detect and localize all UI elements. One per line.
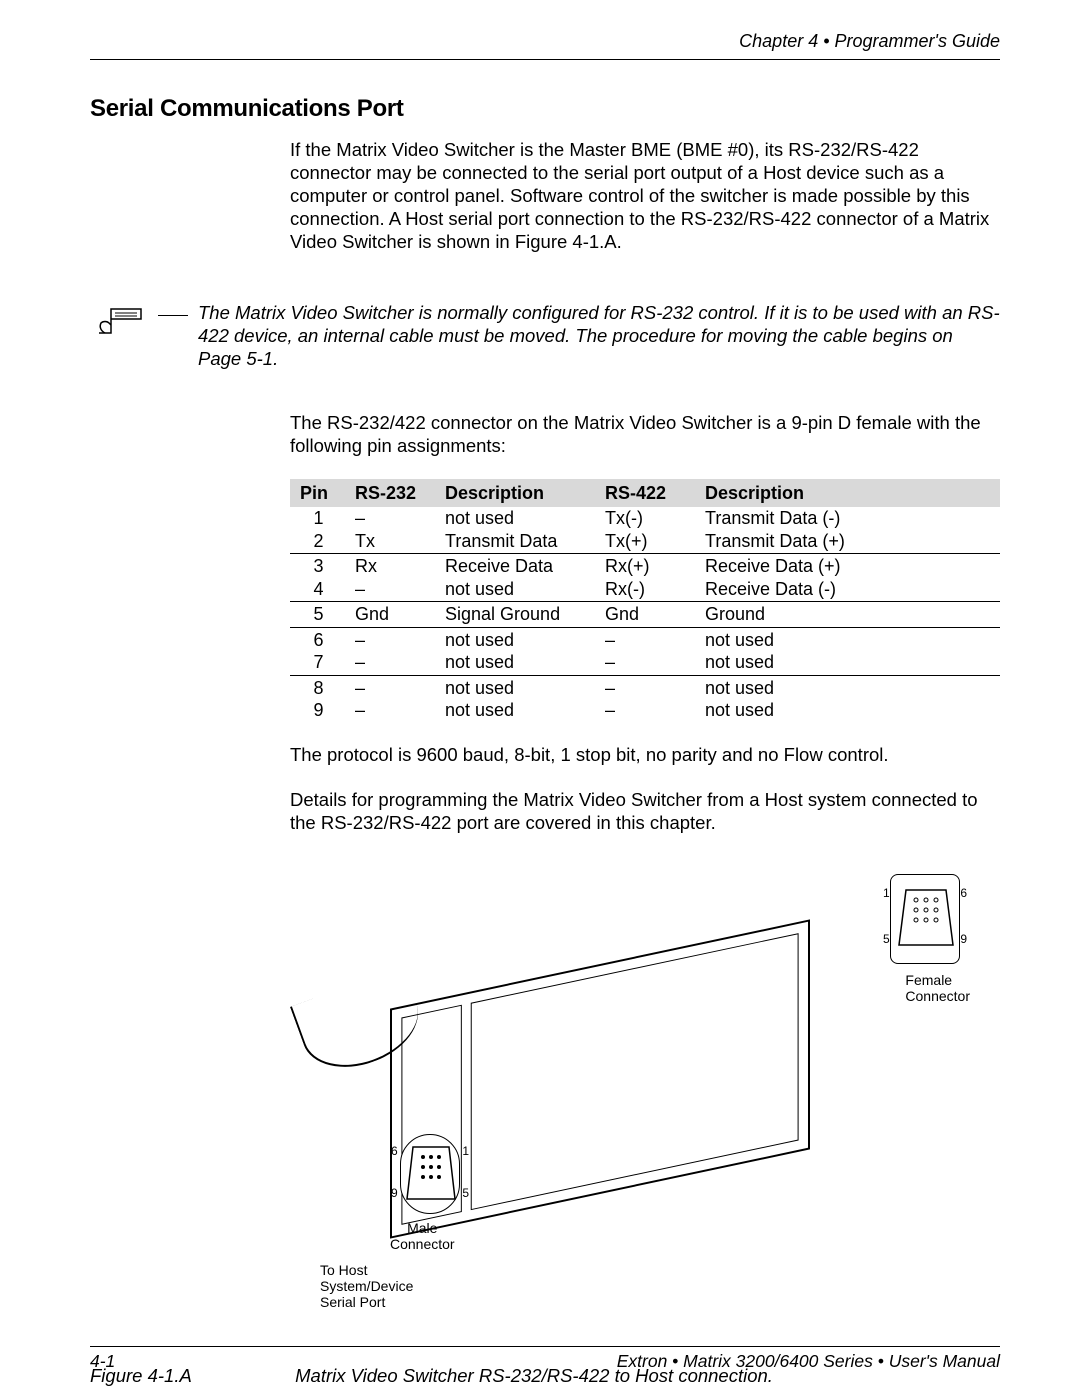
cell-desc1: not used: [435, 627, 595, 651]
table-row: 3RxReceive DataRx(+)Receive Data (+): [290, 554, 1000, 578]
female-connector-label: Female Connector: [905, 972, 970, 1004]
cell-desc1: Receive Data: [435, 554, 595, 578]
cell-rs422: –: [595, 651, 695, 675]
note-hand-icon: [90, 301, 152, 339]
cell-pin: 3: [290, 554, 345, 578]
cell-desc1: not used: [435, 578, 595, 602]
db9m-pin5: 5: [462, 1187, 469, 1201]
cell-rs232: –: [345, 699, 435, 723]
table-row: 2TxTransmit DataTx(+)Transmit Data (+): [290, 530, 1000, 554]
cell-pin: 6: [290, 627, 345, 651]
cell-desc2: not used: [695, 675, 1000, 699]
male-connector-label: Male Connector: [390, 1220, 455, 1252]
note-leader-line: [158, 315, 188, 316]
db9-female-inset: 1 6 5 9: [890, 874, 960, 964]
cell-desc1: not used: [435, 651, 595, 675]
cell-pin: 9: [290, 699, 345, 723]
cell-rs232: Gnd: [345, 602, 435, 628]
cell-rs232: –: [345, 627, 435, 651]
cell-desc2: Transmit Data (-): [695, 507, 1000, 530]
cell-rs232: Rx: [345, 554, 435, 578]
cell-rs232: Tx: [345, 530, 435, 554]
cell-desc1: not used: [435, 675, 595, 699]
pin-assignment-table: Pin RS-232 Description RS-422 Descriptio…: [290, 479, 1000, 723]
cell-desc1: not used: [435, 699, 595, 723]
table-row: 1–not usedTx(-)Transmit Data (-): [290, 507, 1000, 530]
cell-desc2: not used: [695, 627, 1000, 651]
cell-rs232: –: [345, 578, 435, 602]
to-host-label: To Host System/Device Serial Port: [320, 1262, 413, 1310]
cell-desc2: not used: [695, 651, 1000, 675]
cell-desc2: Transmit Data (+): [695, 530, 1000, 554]
cell-pin: 2: [290, 530, 345, 554]
cell-rs422: –: [595, 675, 695, 699]
cell-desc1: Transmit Data: [435, 530, 595, 554]
table-row: 6–not used–not used: [290, 627, 1000, 651]
intro-paragraph: If the Matrix Video Switcher is the Mast…: [290, 138, 1000, 254]
cell-rs232: –: [345, 651, 435, 675]
db9f-pin6: 6: [960, 887, 967, 901]
footer-rule: [90, 1346, 1000, 1347]
db9m-pin1: 1: [462, 1145, 469, 1159]
cell-desc2: not used: [695, 699, 1000, 723]
cell-rs232: –: [345, 507, 435, 530]
cell-desc2: Ground: [695, 602, 1000, 628]
note-block: The Matrix Video Switcher is normally co…: [90, 301, 1000, 370]
table-row: 8–not used–not used: [290, 675, 1000, 699]
db9f-pin5: 5: [883, 933, 890, 947]
col-header-desc1: Description: [435, 479, 595, 508]
table-row: 7–not used–not used: [290, 651, 1000, 675]
cell-desc2: Receive Data (-): [695, 578, 1000, 602]
db9m-pin6: 6: [391, 1145, 398, 1159]
cell-desc1: not used: [435, 507, 595, 530]
running-header: Chapter 4 • Programmer's Guide: [90, 30, 1000, 53]
cell-rs422: –: [595, 627, 695, 651]
table-header-row: Pin RS-232 Description RS-422 Descriptio…: [290, 479, 1000, 508]
page-number: 4-1: [90, 1351, 115, 1373]
cell-rs422: Rx(-): [595, 578, 695, 602]
manual-title: Extron • Matrix 3200/6400 Series • User'…: [617, 1351, 1000, 1373]
cell-rs422: –: [595, 699, 695, 723]
cell-pin: 1: [290, 507, 345, 530]
col-header-rs232: RS-232: [345, 479, 435, 508]
cell-rs422: Tx(-): [595, 507, 695, 530]
db9-male-inset: 6 1 9 5: [400, 1134, 460, 1214]
table-row: 4–not usedRx(-)Receive Data (-): [290, 578, 1000, 602]
cell-desc1: Signal Ground: [435, 602, 595, 628]
db9f-pin9: 9: [960, 933, 967, 947]
details-paragraph: Details for programming the Matrix Video…: [290, 788, 1000, 834]
figure-illustration: 1 6 5 9 Female Connector 6 1 9 5 Male Co…: [330, 904, 890, 1264]
cell-pin: 5: [290, 602, 345, 628]
pin-intro-paragraph: The RS-232/422 connector on the Matrix V…: [290, 411, 1000, 457]
cell-pin: 7: [290, 651, 345, 675]
cell-desc2: Receive Data (+): [695, 554, 1000, 578]
cell-rs422: Gnd: [595, 602, 695, 628]
cell-rs422: Tx(+): [595, 530, 695, 554]
db9f-pin1: 1: [883, 887, 890, 901]
note-text: The Matrix Video Switcher is normally co…: [198, 301, 1000, 370]
figure-4-1-a: 1 6 5 9 Female Connector 6 1 9 5 Male Co…: [290, 904, 1000, 1354]
cell-rs232: –: [345, 675, 435, 699]
header-rule: [90, 59, 1000, 60]
db9m-pin9: 9: [391, 1187, 398, 1201]
section-title: Serial Communications Port: [90, 94, 1000, 124]
col-header-pin: Pin: [290, 479, 345, 508]
col-header-desc2: Description: [695, 479, 1000, 508]
col-header-rs422: RS-422: [595, 479, 695, 508]
table-row: 9–not used–not used: [290, 699, 1000, 723]
cell-pin: 4: [290, 578, 345, 602]
protocol-paragraph: The protocol is 9600 baud, 8-bit, 1 stop…: [290, 743, 1000, 766]
cell-rs422: Rx(+): [595, 554, 695, 578]
table-row: 5GndSignal GroundGndGround: [290, 602, 1000, 628]
page-footer: 4-1 Extron • Matrix 3200/6400 Series • U…: [90, 1342, 1000, 1373]
cell-pin: 8: [290, 675, 345, 699]
